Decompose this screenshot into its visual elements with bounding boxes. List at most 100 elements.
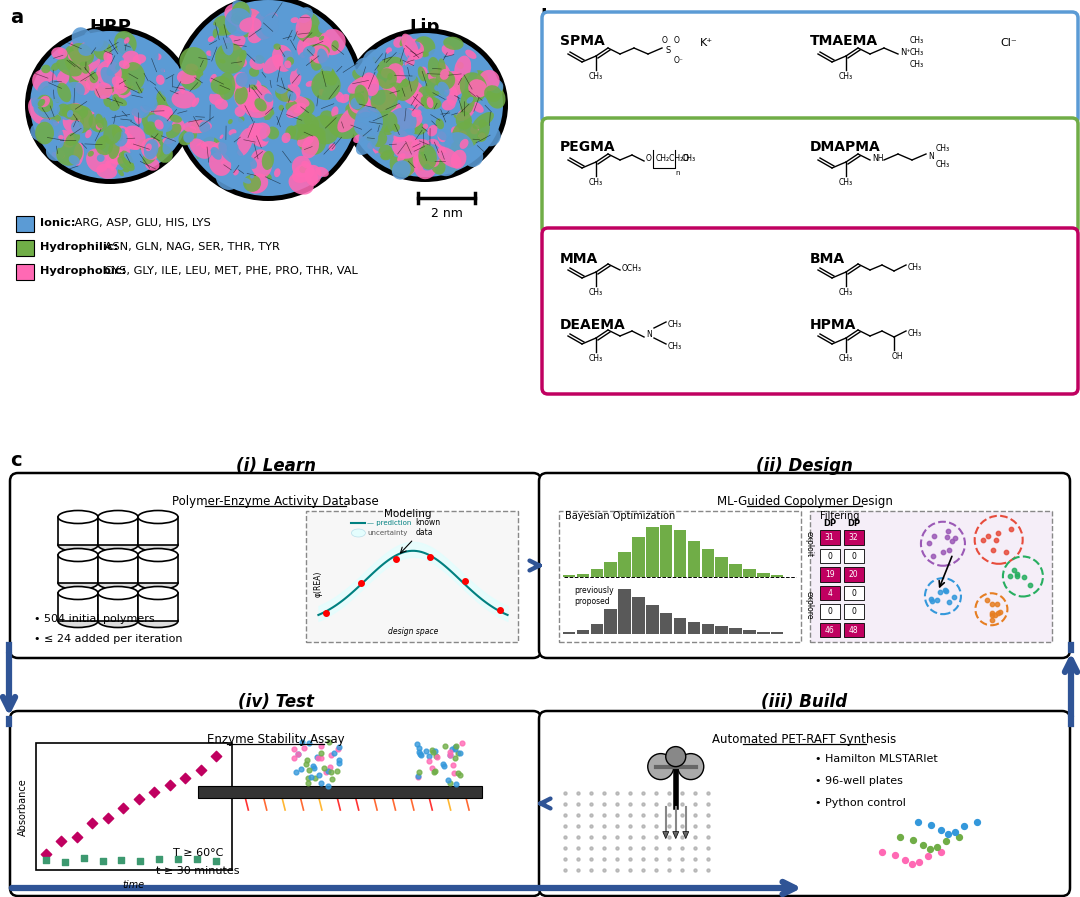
Ellipse shape: [274, 169, 281, 178]
Point: [288, 746, 306, 761]
Text: CH₃: CH₃: [910, 36, 924, 45]
Ellipse shape: [176, 0, 360, 196]
Text: MMA: MMA: [561, 252, 598, 266]
Point: [700, 852, 717, 867]
Point: [53, 833, 70, 848]
Ellipse shape: [31, 94, 49, 111]
FancyBboxPatch shape: [10, 473, 541, 658]
Point: [132, 854, 149, 868]
Ellipse shape: [184, 132, 194, 143]
Ellipse shape: [121, 151, 134, 169]
Ellipse shape: [243, 175, 261, 192]
Ellipse shape: [404, 52, 424, 74]
Point: [926, 529, 943, 544]
Circle shape: [648, 753, 674, 779]
Bar: [843, 530, 864, 545]
Point: [608, 840, 625, 855]
Ellipse shape: [56, 85, 71, 101]
Point: [660, 797, 677, 811]
Ellipse shape: [237, 128, 254, 156]
Ellipse shape: [386, 48, 392, 55]
Point: [928, 840, 945, 854]
Text: Modeling: Modeling: [384, 509, 432, 519]
Point: [319, 779, 336, 794]
Ellipse shape: [448, 74, 457, 84]
Point: [924, 548, 942, 562]
Point: [448, 777, 465, 791]
Ellipse shape: [369, 103, 382, 114]
Point: [647, 863, 664, 877]
Point: [328, 764, 346, 779]
Ellipse shape: [289, 68, 301, 87]
Point: [330, 756, 348, 771]
Ellipse shape: [372, 132, 402, 157]
Ellipse shape: [413, 150, 432, 170]
Point: [410, 764, 428, 779]
Ellipse shape: [218, 141, 245, 165]
Text: 0: 0: [851, 588, 856, 597]
Ellipse shape: [69, 155, 80, 165]
Ellipse shape: [365, 135, 375, 142]
Point: [673, 797, 690, 811]
Ellipse shape: [138, 82, 146, 89]
Text: Hydrophilic:: Hydrophilic:: [40, 242, 118, 252]
Ellipse shape: [210, 74, 217, 83]
Ellipse shape: [137, 85, 144, 93]
Text: CH₃: CH₃: [908, 263, 922, 272]
Text: OCH₃: OCH₃: [622, 264, 642, 273]
Ellipse shape: [400, 52, 406, 65]
Point: [647, 786, 664, 800]
Ellipse shape: [186, 64, 199, 74]
Point: [660, 808, 677, 823]
Ellipse shape: [119, 60, 130, 69]
Ellipse shape: [58, 510, 98, 524]
Ellipse shape: [404, 39, 427, 62]
Ellipse shape: [79, 118, 84, 126]
Text: CH₃: CH₃: [589, 178, 603, 187]
Ellipse shape: [252, 49, 267, 64]
Bar: [618, 552, 631, 577]
Ellipse shape: [39, 88, 54, 102]
Text: OH: OH: [892, 352, 904, 361]
Point: [423, 762, 441, 776]
Ellipse shape: [219, 135, 224, 139]
Ellipse shape: [235, 78, 247, 91]
Ellipse shape: [464, 147, 483, 167]
Point: [569, 808, 586, 823]
Ellipse shape: [144, 139, 159, 160]
Ellipse shape: [52, 152, 58, 158]
FancyBboxPatch shape: [10, 711, 541, 896]
Point: [891, 830, 908, 844]
Ellipse shape: [186, 52, 194, 60]
Ellipse shape: [468, 74, 483, 90]
Ellipse shape: [97, 154, 105, 161]
Text: (i) Learn: (i) Learn: [235, 457, 315, 475]
Ellipse shape: [240, 17, 261, 32]
Bar: [674, 530, 686, 577]
Ellipse shape: [420, 96, 442, 109]
Ellipse shape: [143, 44, 159, 60]
Ellipse shape: [146, 137, 166, 158]
Ellipse shape: [244, 158, 253, 162]
Text: 4: 4: [827, 588, 832, 597]
Ellipse shape: [76, 81, 90, 95]
Ellipse shape: [194, 145, 222, 168]
Ellipse shape: [112, 76, 125, 89]
Ellipse shape: [133, 54, 146, 64]
Ellipse shape: [75, 55, 100, 74]
Ellipse shape: [299, 13, 320, 38]
Ellipse shape: [68, 49, 92, 63]
Ellipse shape: [485, 81, 503, 99]
Ellipse shape: [427, 97, 433, 109]
Ellipse shape: [106, 147, 123, 163]
Ellipse shape: [267, 126, 280, 139]
Ellipse shape: [95, 114, 104, 128]
Ellipse shape: [448, 133, 469, 144]
Point: [983, 605, 1000, 620]
Ellipse shape: [348, 100, 367, 121]
Ellipse shape: [56, 140, 83, 166]
Text: O: O: [662, 36, 667, 45]
Ellipse shape: [86, 149, 109, 172]
Point: [595, 819, 612, 833]
Ellipse shape: [143, 147, 158, 164]
